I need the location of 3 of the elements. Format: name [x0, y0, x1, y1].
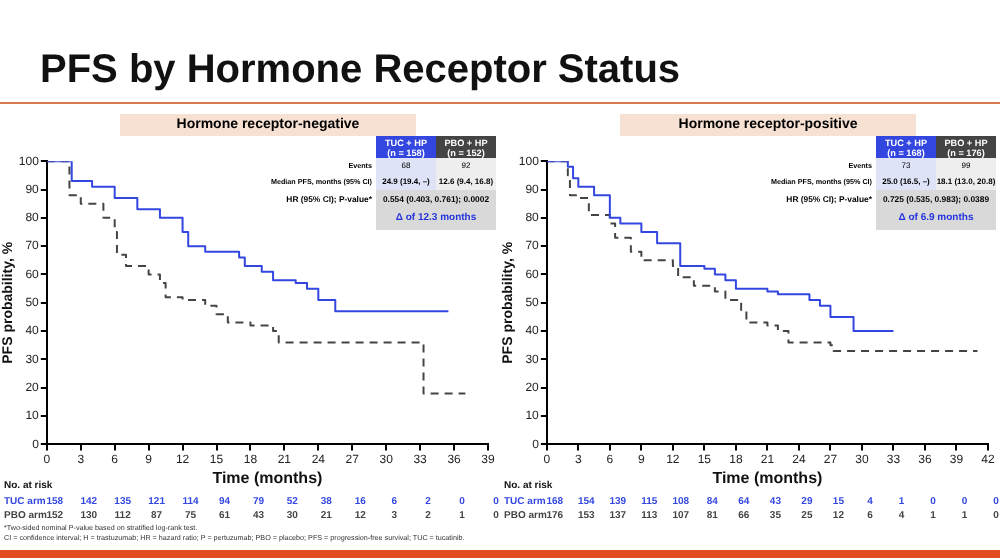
text: PFS by Hormone Receptor Status: [40, 48, 681, 94]
x-axis-title: Time (months): [212, 468, 324, 487]
x-axis-title: Time (months): [712, 468, 824, 487]
